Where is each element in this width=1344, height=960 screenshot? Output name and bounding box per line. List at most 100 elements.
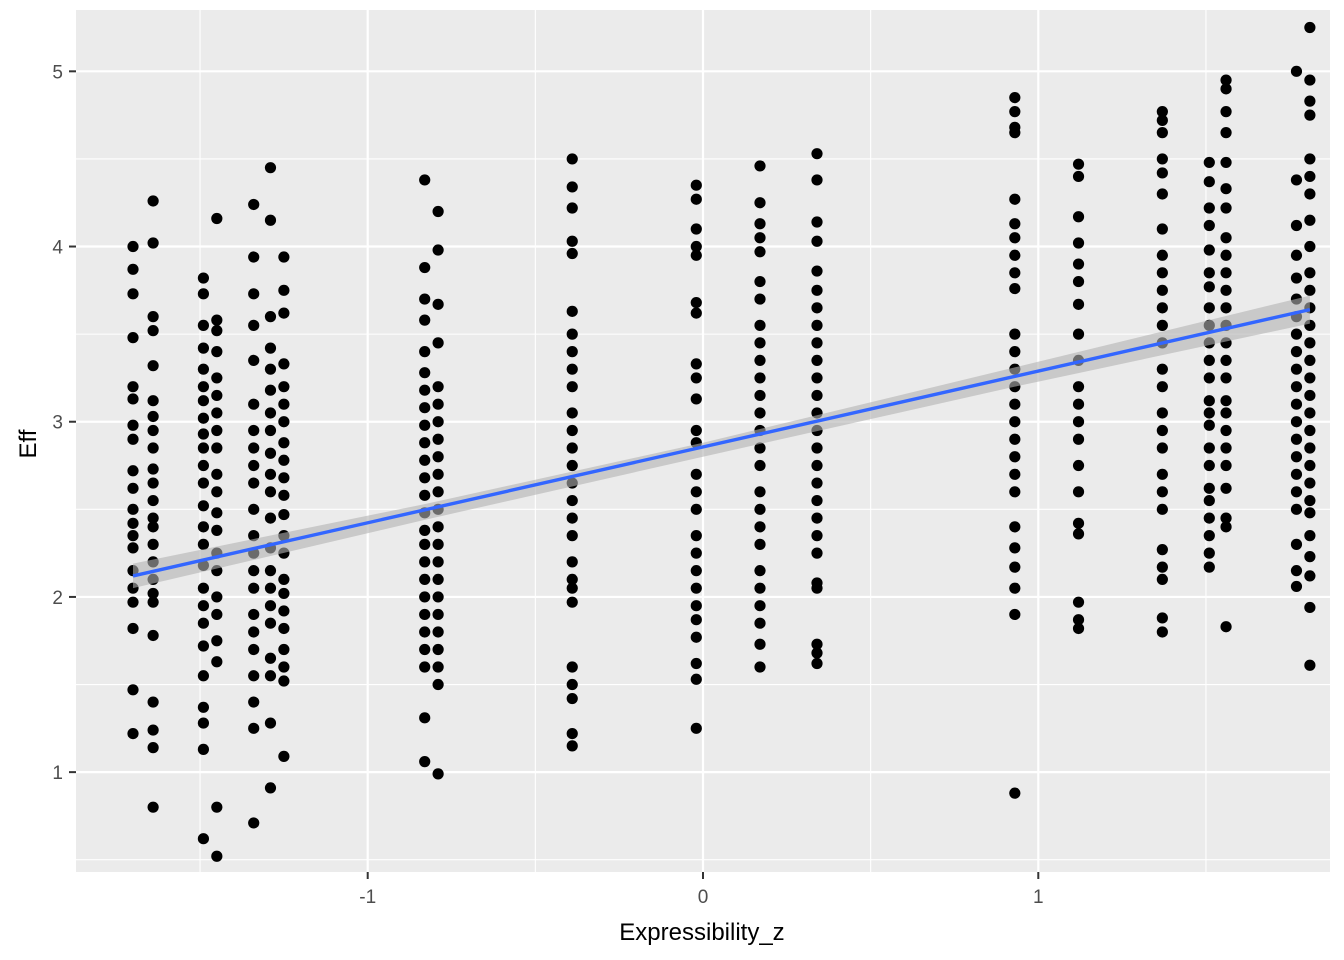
data-point xyxy=(211,424,223,437)
data-point xyxy=(419,346,431,358)
data-point xyxy=(811,302,823,314)
data-point xyxy=(754,661,766,673)
data-point xyxy=(1072,258,1085,270)
data-point xyxy=(419,367,431,379)
data-point xyxy=(248,817,260,829)
data-point xyxy=(197,395,210,407)
data-point xyxy=(264,565,277,577)
data-point xyxy=(1304,188,1316,200)
data-point xyxy=(1156,573,1168,586)
data-point xyxy=(566,678,578,691)
data-point xyxy=(432,416,444,428)
data-point xyxy=(811,657,823,670)
data-point xyxy=(248,424,260,437)
data-point xyxy=(566,235,578,247)
data-point xyxy=(690,582,702,594)
data-point xyxy=(211,801,223,813)
data-point xyxy=(248,477,260,489)
data-point xyxy=(1203,267,1215,279)
data-point xyxy=(1009,232,1021,244)
data-point xyxy=(566,407,578,419)
data-point xyxy=(754,160,766,172)
data-point xyxy=(1072,517,1085,529)
data-point xyxy=(754,246,766,258)
data-point xyxy=(127,596,139,608)
data-point xyxy=(690,722,702,734)
data-point xyxy=(248,565,260,577)
data-point xyxy=(264,582,277,594)
data-point xyxy=(1220,183,1232,195)
data-point xyxy=(1220,372,1232,384)
data-point xyxy=(211,212,223,225)
data-point xyxy=(1290,346,1303,358)
data-point xyxy=(1072,211,1085,223)
data-point xyxy=(197,600,210,612)
data-point xyxy=(147,410,159,423)
data-point xyxy=(1203,281,1215,293)
data-point xyxy=(811,638,823,650)
data-point xyxy=(1009,542,1021,554)
data-point xyxy=(248,643,260,656)
y-axis: 1 2 3 4 5 xyxy=(52,62,76,784)
data-point xyxy=(1203,419,1215,431)
data-point xyxy=(690,673,702,685)
data-point xyxy=(197,381,210,393)
data-point xyxy=(566,727,578,740)
data-point xyxy=(1203,482,1215,494)
data-point xyxy=(1203,561,1215,573)
data-point xyxy=(432,573,444,586)
x-axis: -1 0 1 xyxy=(359,872,1044,908)
data-point xyxy=(690,240,702,253)
data-point xyxy=(1304,170,1316,183)
data-point xyxy=(1304,570,1316,582)
data-point xyxy=(278,454,290,466)
data-point xyxy=(278,573,290,586)
data-point xyxy=(197,412,210,424)
data-point xyxy=(419,384,431,396)
data-point xyxy=(147,494,159,507)
data-point xyxy=(1304,459,1316,472)
data-point xyxy=(690,307,702,319)
data-point xyxy=(432,661,444,673)
data-point xyxy=(1290,416,1303,428)
data-point xyxy=(1156,561,1168,573)
data-point xyxy=(1156,442,1168,454)
data-point xyxy=(566,573,578,586)
data-point xyxy=(566,328,578,340)
data-point xyxy=(1304,477,1316,489)
data-point xyxy=(278,358,290,370)
data-point xyxy=(754,319,766,331)
data-point xyxy=(754,407,766,419)
data-point xyxy=(1156,167,1168,179)
data-point xyxy=(1156,486,1168,498)
data-point xyxy=(1009,787,1021,799)
data-point xyxy=(566,494,578,507)
data-point xyxy=(1072,298,1085,310)
data-point xyxy=(264,600,277,612)
data-point xyxy=(1220,407,1232,419)
data-point xyxy=(1156,114,1168,126)
data-point xyxy=(1304,424,1316,437)
data-point xyxy=(432,433,444,445)
data-point xyxy=(690,503,702,515)
data-point xyxy=(278,661,290,673)
data-point xyxy=(1290,272,1303,284)
data-point xyxy=(1290,363,1303,375)
data-point xyxy=(1203,372,1215,384)
data-point xyxy=(248,503,260,515)
data-point xyxy=(1290,486,1303,498)
data-point xyxy=(1290,468,1303,480)
data-point xyxy=(1304,214,1316,226)
data-point xyxy=(566,305,578,317)
data-point xyxy=(690,486,702,498)
data-point xyxy=(419,402,431,414)
data-point xyxy=(264,670,277,682)
data-point xyxy=(432,626,444,638)
data-point xyxy=(1072,237,1085,249)
data-point xyxy=(248,459,260,472)
data-point xyxy=(690,372,702,384)
data-point xyxy=(1220,482,1232,494)
data-point xyxy=(127,433,139,445)
data-point xyxy=(690,193,702,205)
